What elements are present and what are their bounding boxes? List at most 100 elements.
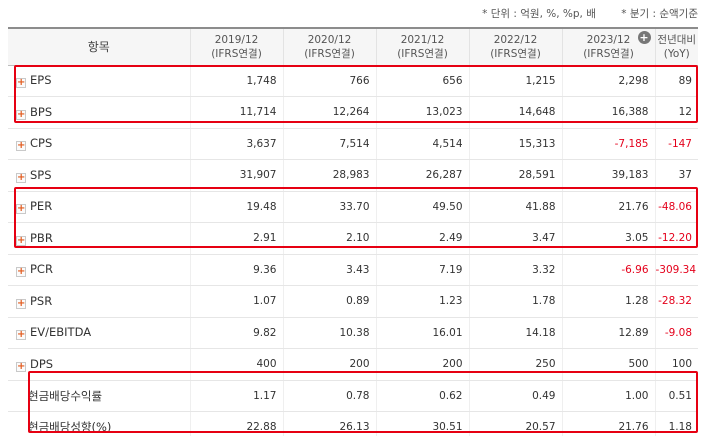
- value-cell: 1.28: [561, 285, 655, 318]
- row-label-cell[interactable]: + CPS: [8, 128, 190, 160]
- table-row: 현금배당성향(%) 22.88 26.13 30.51 20.57 21.76 1.18: [8, 411, 698, 436]
- value-cell: 20.57: [468, 411, 562, 436]
- value-cell: 3.05: [561, 222, 655, 255]
- table-row: + EPS 1,748 766 656 1,215 2,298 89: [8, 65, 698, 97]
- expand-icon[interactable]: +: [16, 108, 26, 120]
- table-row: + EV/EBITDA 9.82 10.38 16.01 14.18 12.89 -9.08: [8, 317, 698, 349]
- value-cell: 200: [282, 348, 376, 381]
- header-yoy-sub: (YoY): [663, 47, 690, 60]
- row-label: EV/EBITDA: [30, 325, 92, 340]
- table-header-row: 항목 2019/12 (IFRS연결) 2020/12 (IFRS연결) 2021/…: [8, 27, 698, 66]
- header-year-2019: 2019/12 (IFRS연결): [189, 27, 283, 66]
- yoy-cell: -9.08: [654, 317, 698, 349]
- value-cell: 14.18: [468, 317, 562, 349]
- row-label-cell[interactable]: + EPS: [8, 65, 190, 97]
- value-cell: 26.13: [282, 411, 376, 436]
- value-cell: 30.51: [375, 411, 469, 436]
- value-cell: 15,313: [468, 128, 562, 160]
- expand-icon[interactable]: +: [16, 234, 26, 246]
- value-cell: 2.10: [282, 222, 376, 255]
- value-cell: 0.89: [282, 285, 376, 318]
- value-cell: 22.88: [189, 411, 283, 436]
- plus-circle-icon[interactable]: +: [637, 31, 651, 44]
- value-cell: 31,907: [189, 159, 283, 192]
- value-cell: 1.07: [189, 285, 283, 318]
- row-label: PCR: [30, 262, 53, 277]
- row-label: 현금배당수익률: [28, 388, 103, 403]
- expand-icon[interactable]: +: [16, 171, 26, 183]
- header-year-2022: 2022/12 (IFRS연결): [468, 27, 562, 66]
- row-label-cell: 현금배당성향(%): [8, 411, 190, 436]
- financial-ratio-table: 항목 2019/12 (IFRS연결) 2020/12 (IFRS연결) 2021/…: [8, 27, 698, 436]
- yoy-cell: 0.51: [654, 380, 698, 412]
- expand-icon[interactable]: +: [16, 140, 26, 152]
- value-cell: -7,185: [561, 128, 655, 160]
- yoy-cell: 89: [654, 65, 698, 97]
- row-label-cell[interactable]: + BPS: [8, 96, 190, 129]
- value-cell: 9.36: [189, 254, 283, 286]
- header-yoy: 전년대비 (YoY): [654, 27, 698, 66]
- value-cell: 28,983: [282, 159, 376, 192]
- table-row: + PCR 9.36 3.43 7.19 3.32 -6.96 -309.34: [8, 254, 698, 286]
- value-cell: 400: [189, 348, 283, 381]
- yoy-cell: 1.18: [654, 411, 698, 436]
- unit-note: * 단위 : 억원, %, %p, 배: [482, 8, 596, 20]
- value-cell: 2.91: [189, 222, 283, 255]
- expand-icon[interactable]: +: [16, 266, 26, 278]
- header-year-label: 2022/12: [493, 33, 538, 46]
- row-label-cell[interactable]: + DPS: [8, 348, 190, 381]
- yoy-cell: -48.06: [654, 191, 698, 223]
- row-label: DPS: [30, 356, 54, 371]
- value-cell: 3.43: [282, 254, 376, 286]
- value-cell: 4,514: [375, 128, 469, 160]
- header-year-label: 2023/12: [586, 33, 631, 46]
- value-cell: 1,748: [189, 65, 283, 97]
- value-cell: 766: [282, 65, 376, 97]
- value-cell: 19.48: [189, 191, 283, 223]
- value-cell: 500: [561, 348, 655, 381]
- header-year-2020: 2020/12 (IFRS연결): [282, 27, 376, 66]
- value-cell: 14,648: [468, 96, 562, 129]
- expand-icon[interactable]: +: [16, 297, 26, 309]
- header-basis-label: (IFRS연결): [397, 47, 448, 60]
- yoy-cell: -309.34: [654, 254, 698, 286]
- header-basis-label: (IFRS연결): [211, 47, 262, 60]
- value-cell: 49.50: [375, 191, 469, 223]
- table-row: + CPS 3,637 7,514 4,514 15,313 -7,185 -147: [8, 128, 698, 160]
- table-row: 현금배당수익률 1.17 0.78 0.62 0.49 1.00 0.51: [8, 380, 698, 412]
- header-basis-label: (IFRS연결): [304, 47, 355, 60]
- header-basis-label: (IFRS연결): [490, 47, 541, 60]
- row-label-cell[interactable]: + PCR: [8, 254, 190, 286]
- row-label: PER: [30, 199, 53, 214]
- header-year-2023: 2023/12 (IFRS연결) +: [561, 27, 655, 66]
- header-basis-label: (IFRS연결): [583, 47, 634, 60]
- header-yoy-label: 전년대비: [657, 33, 697, 46]
- row-label-cell[interactable]: + SPS: [8, 159, 190, 192]
- value-cell: 3,637: [189, 128, 283, 160]
- value-cell: 2,298: [561, 65, 655, 97]
- value-cell: 26,287: [375, 159, 469, 192]
- value-cell: 3.32: [468, 254, 562, 286]
- header-year-label: 2019/12: [214, 33, 259, 46]
- row-label: 현금배당성향(%): [28, 420, 112, 435]
- row-label-cell[interactable]: + PER: [8, 191, 190, 223]
- value-cell: 21.76: [561, 411, 655, 436]
- row-label-cell[interactable]: + PSR: [8, 285, 190, 318]
- expand-icon[interactable]: +: [16, 203, 26, 215]
- value-cell: 12,264: [282, 96, 376, 129]
- value-cell: 250: [468, 348, 562, 381]
- expand-icon[interactable]: +: [16, 360, 26, 372]
- value-cell: 1.17: [189, 380, 283, 412]
- header-year-label: 2020/12: [307, 33, 352, 46]
- header-item: 항목: [8, 27, 190, 66]
- row-label-cell[interactable]: + EV/EBITDA: [8, 317, 190, 349]
- expand-icon[interactable]: +: [16, 77, 26, 89]
- row-label: SPS: [30, 167, 52, 182]
- yoy-cell: -12.20: [654, 222, 698, 255]
- value-cell: 1.78: [468, 285, 562, 318]
- table-row: + PBR 2.91 2.10 2.49 3.47 3.05 -12.20: [8, 222, 698, 255]
- expand-icon[interactable]: +: [16, 329, 26, 341]
- row-label-cell[interactable]: + PBR: [8, 222, 190, 255]
- yoy-cell: 12: [654, 96, 698, 129]
- yoy-cell: 100: [654, 348, 698, 381]
